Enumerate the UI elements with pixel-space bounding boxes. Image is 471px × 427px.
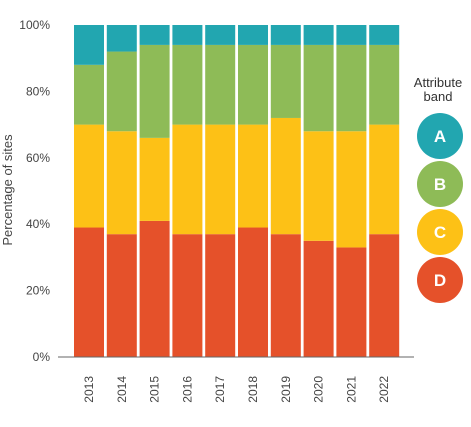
y-tick-label: 20% (26, 284, 50, 298)
bar-segment-a-2020 (303, 25, 334, 45)
legend-item-d: D (417, 257, 463, 303)
y-axis-ticks: 0% 20% 40% 60% 80% 100% (19, 18, 50, 364)
bar-segment-a-2018 (238, 25, 268, 45)
bar-segment-a-2017 (205, 25, 236, 45)
bar-segment-a-2019 (270, 25, 301, 45)
bar-segment-c-2015 (139, 137, 170, 221)
bar-segment-d-2013 (74, 227, 104, 357)
legend-label-d: D (434, 271, 446, 290)
bar-segment-d-2019 (270, 234, 301, 357)
y-axis-title: Percentage of sites (0, 134, 15, 246)
y-tick-label: 40% (26, 217, 50, 231)
bar-segment-a-2021 (336, 25, 367, 45)
x-tick-label: 2016 (180, 376, 194, 403)
x-tick-label: 2020 (312, 376, 326, 403)
bar-segment-d-2021 (336, 247, 367, 357)
bar-segment-c-2018 (238, 124, 268, 228)
bar-segment-a-2013 (74, 25, 104, 65)
legend-label-a: A (434, 127, 446, 146)
x-tick-label: 2013 (82, 376, 96, 403)
bar-segment-b-2021 (336, 44, 367, 132)
bar-segment-a-2015 (139, 25, 170, 45)
bar-segment-c-2021 (336, 131, 367, 248)
y-tick-label: 60% (26, 151, 50, 165)
bar-segment-b-2015 (139, 44, 170, 138)
bar-segment-c-2020 (303, 131, 334, 241)
bar-segment-d-2016 (172, 234, 203, 357)
legend-label-b: B (434, 175, 446, 194)
bar-segment-c-2022 (369, 124, 400, 235)
bar-segment-d-2017 (205, 234, 236, 357)
bar-segment-c-2014 (106, 131, 137, 235)
bar-segment-b-2017 (205, 44, 236, 125)
legend-swatch-a (417, 113, 463, 159)
bar-segment-d-2018 (238, 227, 268, 357)
bar-segment-b-2019 (270, 44, 301, 118)
bar-segment-c-2013 (74, 124, 104, 228)
x-axis-ticks: 2013 2014 2015 2016 2017 2018 2019 2020 2021 2022 (82, 376, 391, 403)
bar-segment-a-2014 (106, 25, 137, 52)
bar-segment-b-2018 (238, 44, 268, 125)
bars-layer (74, 25, 400, 357)
bar-segment-c-2017 (205, 124, 236, 235)
legend-items: A B C D (417, 113, 463, 303)
legend: Attribute band A B C D (414, 75, 463, 303)
bar-segment-b-2014 (106, 51, 137, 132)
bar-segment-b-2020 (303, 44, 334, 132)
legend-swatch-b (417, 161, 463, 207)
legend-item-c: C (417, 209, 463, 255)
bar-segment-a-2016 (172, 25, 203, 45)
legend-label-c: C (434, 223, 446, 242)
bar-segment-a-2022 (369, 25, 400, 45)
bar-segment-c-2019 (270, 117, 301, 235)
legend-swatch-c (417, 209, 463, 255)
legend-title-line-1: Attribute (414, 75, 462, 90)
y-tick-label: 80% (26, 84, 50, 98)
bar-segment-c-2016 (172, 124, 203, 235)
y-tick-label: 100% (19, 18, 50, 32)
bar-segment-d-2020 (303, 240, 334, 357)
legend-title-line-2: band (424, 89, 453, 104)
x-tick-label: 2019 (279, 376, 293, 403)
legend-item-b: B (417, 161, 463, 207)
bar-segment-d-2015 (139, 220, 170, 357)
legend-item-a: A (417, 113, 463, 159)
bar-segment-d-2014 (106, 234, 137, 357)
bar-segment-b-2016 (172, 44, 203, 125)
x-tick-label: 2014 (115, 376, 129, 403)
x-tick-label: 2018 (246, 376, 260, 403)
bar-segment-b-2022 (369, 44, 400, 125)
bar-segment-d-2022 (369, 234, 400, 357)
bar-segment-b-2013 (74, 64, 104, 125)
x-tick-label: 2022 (377, 376, 391, 403)
x-tick-label: 2017 (213, 376, 227, 403)
x-tick-label: 2021 (344, 376, 358, 403)
legend-swatch-d (417, 257, 463, 303)
y-tick-label: 0% (33, 350, 51, 364)
x-tick-label: 2015 (148, 376, 162, 403)
